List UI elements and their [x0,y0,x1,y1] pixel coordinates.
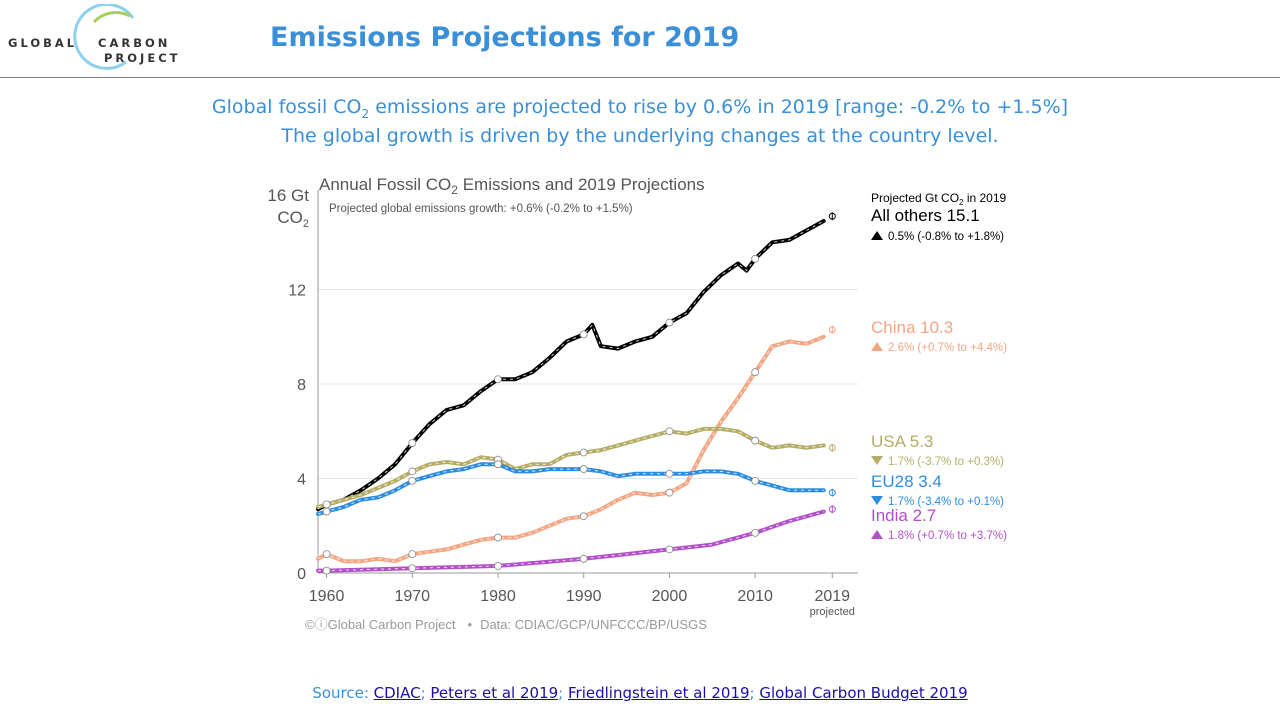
decade-marker [322,507,331,516]
source-link-friedlingstein[interactable]: Friedlingstein et al 2019 [568,684,750,702]
subtitle-line-1-text: Global fossil CO [211,96,362,118]
decade-marker [494,533,502,542]
header-divider [0,77,1280,78]
decade-marker [665,318,674,327]
y-tick-label: 0 [297,566,306,583]
logo-text-global: GLOBAL [8,36,78,50]
x-tick-label: 1970 [394,588,430,605]
y-tick-label: 8 [297,377,306,394]
source-link-cdiac[interactable]: CDIAC [373,684,421,702]
source-label: Source: [312,684,374,702]
triangle-down-icon [871,456,883,465]
y-axis-label-co2: CO2 [277,208,309,230]
legend-change: 1.8% (+0.7% to +3.7%) [888,530,1007,542]
chart-title: Annual Fossil CO2 Emissions and 2019 Pro… [319,175,705,197]
chart-credit: ©ⓘGlobal Carbon Project • Data: CDIAC/GCP/… [305,617,707,632]
decade-marker [494,562,502,570]
decade-marker [322,500,331,509]
emissions-chart: Annual Fossil CO2 Emissions and 2019 Pro… [267,175,1007,632]
x-tick-label: 2000 [652,588,688,605]
decade-marker [751,368,760,377]
decade-marker [665,469,674,478]
logo-swoosh-icon [73,4,135,70]
series-dash-india [318,511,824,572]
legend-change: 1.7% (-3.4% to +0.1%) [888,496,1004,508]
source-line: Source: CDIAC; Peters et al 2019; Friedl… [0,684,1280,702]
triangle-up-icon [871,530,883,539]
chart-legend: Projected Gt CO2 in 2019 All others 15.1… [871,191,1007,542]
decade-marker [579,554,588,563]
decade-marker [408,564,417,573]
y-axis-label-unit: 16 Gt [267,186,309,205]
legend-label: All others 15.1 [871,206,980,225]
decade-marker [408,476,417,485]
chart-grid [318,289,858,479]
decade-marker [579,448,588,457]
logo-text-project: PROJECT [104,51,181,65]
triangle-up-icon [871,231,883,240]
x-tick-label: 1980 [480,588,516,605]
subtitle-subscript: 2 [361,106,370,121]
decade-marker [665,427,674,436]
legend-label: EU28 3.4 [871,472,942,491]
decade-marker [579,465,588,473]
source-separator: ; [749,684,760,702]
x-tick-label: 1990 [566,588,602,605]
legend-change: 0.5% (-0.8% to +1.8%) [888,231,1004,243]
legend-label: China 10.3 [871,318,953,337]
chart-series [316,212,836,575]
x-tick-label: 1960 [309,588,345,605]
x-tick-label: 2019 [814,588,850,605]
decade-marker [751,476,760,485]
legend-change: 1.7% (-3.7% to +0.3%) [888,456,1004,468]
source-separator: ; [420,684,431,702]
chart-note: Projected global emissions growth: +0.6%… [329,203,633,215]
series-line-china [316,334,826,564]
x-tick-note: projected [810,606,855,618]
y-tick-label: 12 [288,283,306,300]
series-dash-all-others [317,220,824,510]
decade-marker [665,488,674,497]
decade-marker [579,512,588,521]
legend-label: India 2.7 [871,506,936,525]
decade-marker [494,375,502,384]
page-title: Emissions Projections for 2019 [270,22,740,53]
decade-marker [751,528,760,537]
decade-marker [322,550,331,559]
legend-title: Projected Gt CO2 in 2019 [871,191,1007,207]
global-carbon-project-logo: GLOBAL CARBON PROJECT [8,4,178,74]
source-link-peters[interactable]: Peters et al 2019 [430,684,559,702]
series-line-all-others [316,219,826,512]
decade-marker [408,439,417,447]
chart-axes: 0 4 8 12 1960 1970 1980 1990 2000 2010 2019project… [288,190,858,618]
triangle-down-icon [871,496,883,505]
decade-marker [408,550,417,559]
decade-marker [494,460,502,469]
subtitle-line-1: Global fossil CO2 emissions are projecte… [0,96,1280,121]
decade-marker [665,545,674,554]
y-tick-label: 4 [297,472,306,489]
series-dash-china [317,336,824,562]
subtitle-line-1-rest: emissions are projected to rise by 0.6% … [369,96,1069,118]
series-line-usa [316,426,826,509]
triangle-up-icon [871,342,883,351]
legend-change: 2.6% (+0.7% to +4.4%) [888,342,1007,354]
series-line-eu28 [316,462,826,516]
decade-marker [322,566,331,575]
decade-marker [408,467,417,476]
x-tick-label: 2010 [737,588,773,605]
subtitle-line-2: The global growth is driven by the under… [281,125,999,147]
legend-label: USA 5.3 [871,432,933,451]
source-link-budget[interactable]: Global Carbon Budget 2019 [759,684,968,702]
logo-text-carbon: CARBON [98,36,171,50]
decade-marker [751,254,760,263]
decade-marker [579,330,588,339]
decade-marker [751,436,760,445]
source-separator: ; [558,684,568,702]
